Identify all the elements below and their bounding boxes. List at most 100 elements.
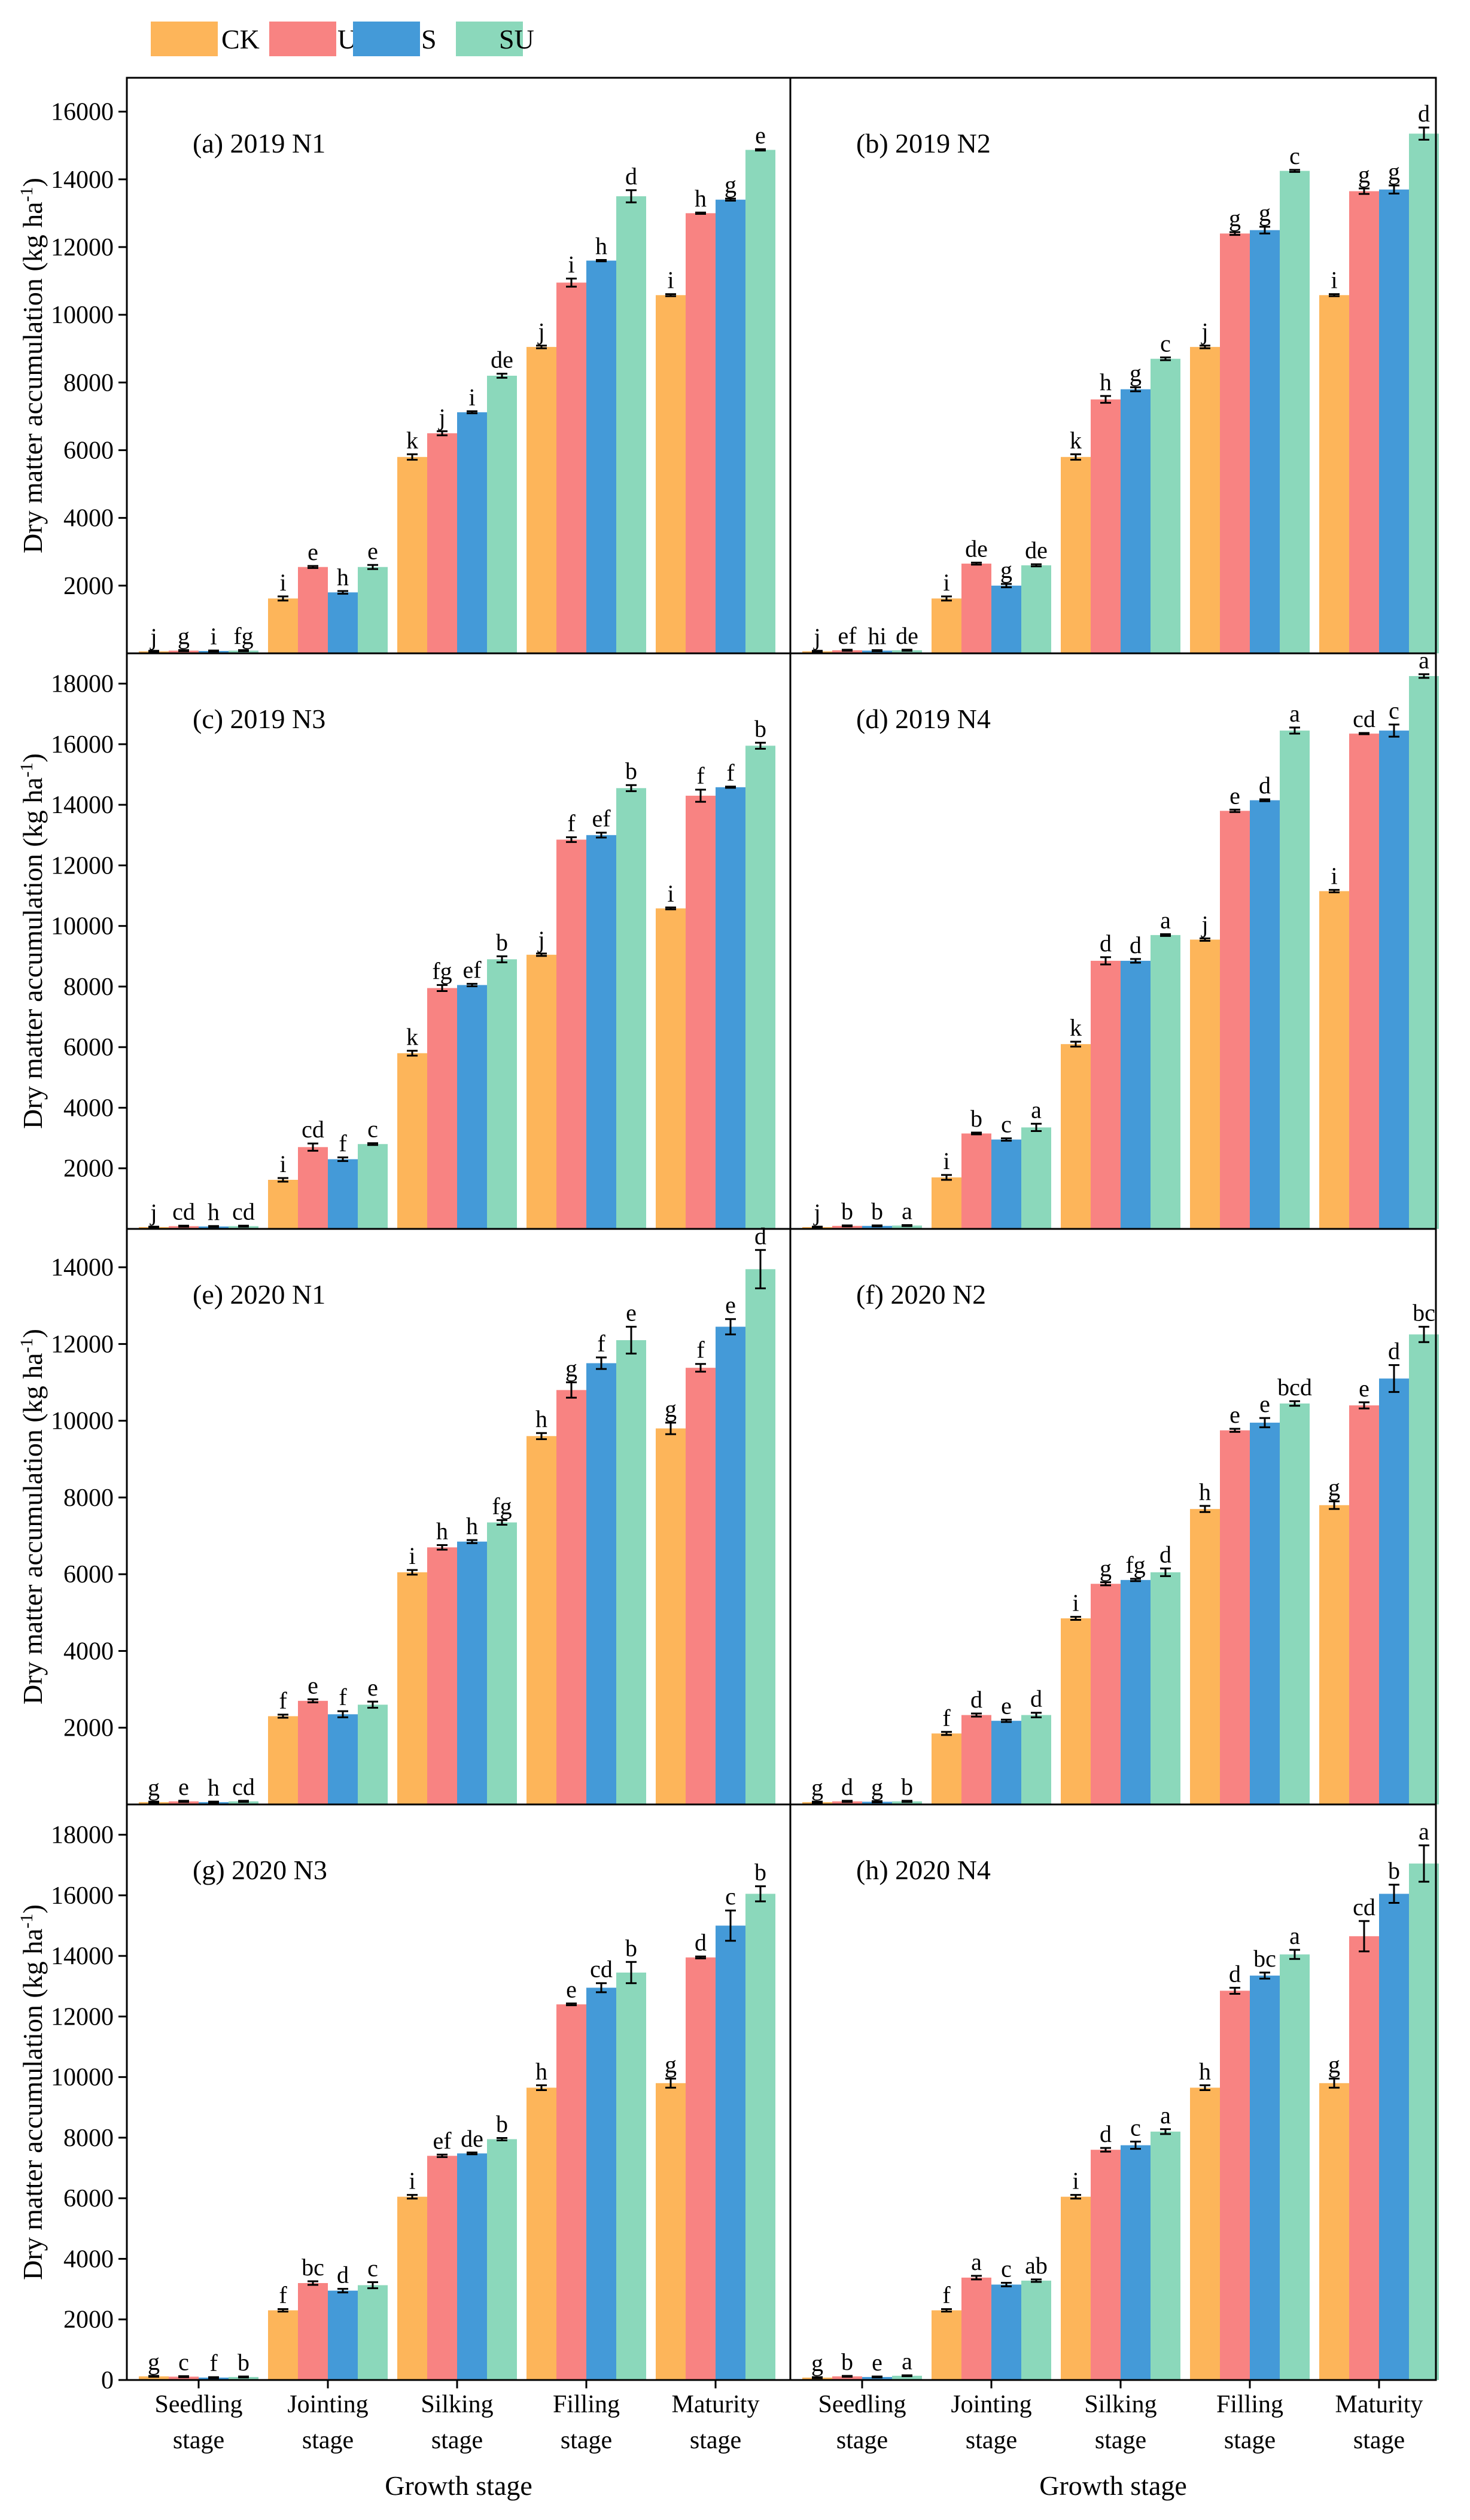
significance-label: j: [437, 404, 445, 431]
significance-label: f: [726, 759, 735, 786]
significance-label: hi: [868, 623, 886, 650]
significance-label: c: [1001, 2255, 1012, 2282]
bar: [1220, 233, 1250, 653]
significance-label: d: [1418, 100, 1430, 127]
significance-label: a: [971, 2248, 982, 2275]
y-tick-label: 12000: [51, 852, 114, 879]
bar: [556, 839, 586, 1229]
bar: [1220, 1991, 1250, 2380]
bar: [1409, 675, 1439, 1229]
bar: [487, 959, 517, 1229]
significance-label: d: [695, 1929, 707, 1956]
bar: [1409, 1334, 1439, 1804]
significance-label: e: [367, 537, 378, 564]
bar: [656, 295, 686, 653]
bar: [328, 1159, 358, 1229]
x-tick-label: Filling: [1216, 2391, 1283, 2418]
bar: [1349, 734, 1379, 1229]
significance-label: h: [466, 1512, 478, 1539]
bar: [229, 2376, 258, 2380]
y-tick-label: 4000: [63, 1094, 114, 1122]
x-tick-label: stage: [173, 2427, 224, 2454]
significance-label: g: [1388, 158, 1400, 185]
significance-label: h: [1100, 369, 1112, 395]
bar: [656, 908, 686, 1229]
significance-label: e: [1001, 1692, 1012, 1719]
bar: [686, 213, 716, 654]
y-axis-title: Dry matter accumulation (kg ha-1): [17, 178, 48, 553]
legend-label-su: SU: [499, 24, 534, 54]
significance-label: g: [665, 1395, 677, 1422]
bar: [932, 598, 961, 653]
y-tick-label: 18000: [51, 1822, 114, 1849]
bar: [1409, 133, 1439, 653]
significance-label: f: [942, 1705, 951, 1731]
legend-swatch-ck: [151, 22, 218, 56]
significance-label: ef: [838, 622, 857, 649]
significance-label: de: [1025, 537, 1048, 564]
y-tick-label: 6000: [63, 1561, 114, 1588]
bar: [229, 1226, 258, 1229]
bar: [862, 1225, 892, 1229]
significance-label: f: [279, 1687, 287, 1714]
bar: [1409, 1863, 1439, 2380]
y-tick-label: 10000: [51, 913, 114, 941]
significance-label: b: [970, 1105, 982, 1132]
x-tick-label: Jointing: [951, 2391, 1031, 2418]
significance-label: i: [279, 1151, 286, 1177]
bar: [832, 650, 862, 653]
bar: [487, 2139, 517, 2380]
significance-label: i: [667, 880, 674, 907]
bar: [716, 787, 745, 1229]
bar: [686, 795, 716, 1229]
significance-label: d: [1229, 1960, 1241, 1987]
bar: [1121, 960, 1151, 1229]
bar: [328, 2290, 358, 2380]
significance-label: f: [696, 762, 705, 789]
significance-label: h: [695, 185, 707, 212]
bar: [1061, 456, 1091, 653]
significance-label: cd: [1353, 1894, 1375, 1921]
significance-label: e: [1229, 782, 1240, 809]
bar: [686, 1368, 716, 1804]
bar: [1250, 1976, 1280, 2380]
significance-label: fg: [1125, 1551, 1145, 1578]
significance-label: e: [626, 1299, 637, 1326]
significance-label: a: [1289, 700, 1300, 727]
bar: [268, 1716, 298, 1804]
bar: [616, 1973, 646, 2380]
significance-label: g: [1130, 360, 1142, 386]
legend-swatch-su: [456, 22, 523, 56]
significance-label: h: [436, 1517, 448, 1544]
bar: [487, 375, 517, 653]
significance-label: d: [754, 1222, 766, 1249]
bar: [169, 2376, 199, 2380]
significance-label: fg: [492, 1493, 512, 1520]
bar: [427, 2156, 457, 2380]
bar: [1250, 230, 1280, 653]
significance-label: g: [565, 1355, 577, 1382]
significance-label: c: [1160, 330, 1171, 357]
bar: [586, 835, 616, 1229]
y-tick-label: 10000: [51, 2064, 114, 2092]
significance-label: cd: [590, 1956, 613, 1983]
significance-label: i: [943, 1148, 949, 1174]
bar: [328, 592, 358, 653]
bar: [397, 2196, 427, 2380]
significance-label: b: [871, 1198, 883, 1225]
bar: [932, 2310, 961, 2380]
significance-label: d: [625, 163, 637, 190]
bar: [656, 2083, 686, 2380]
x-tick-label: stage: [302, 2427, 354, 2454]
panel-title: (h) 2020 N4: [856, 1855, 991, 1885]
significance-label: a: [902, 2348, 912, 2375]
bar: [832, 2376, 862, 2380]
x-tick-label: stage: [690, 2427, 741, 2454]
significance-label: b: [754, 715, 766, 742]
significance-label: i: [667, 267, 674, 294]
bar: [616, 1340, 646, 1804]
significance-label: c: [1389, 697, 1399, 724]
bar: [656, 1428, 686, 1804]
